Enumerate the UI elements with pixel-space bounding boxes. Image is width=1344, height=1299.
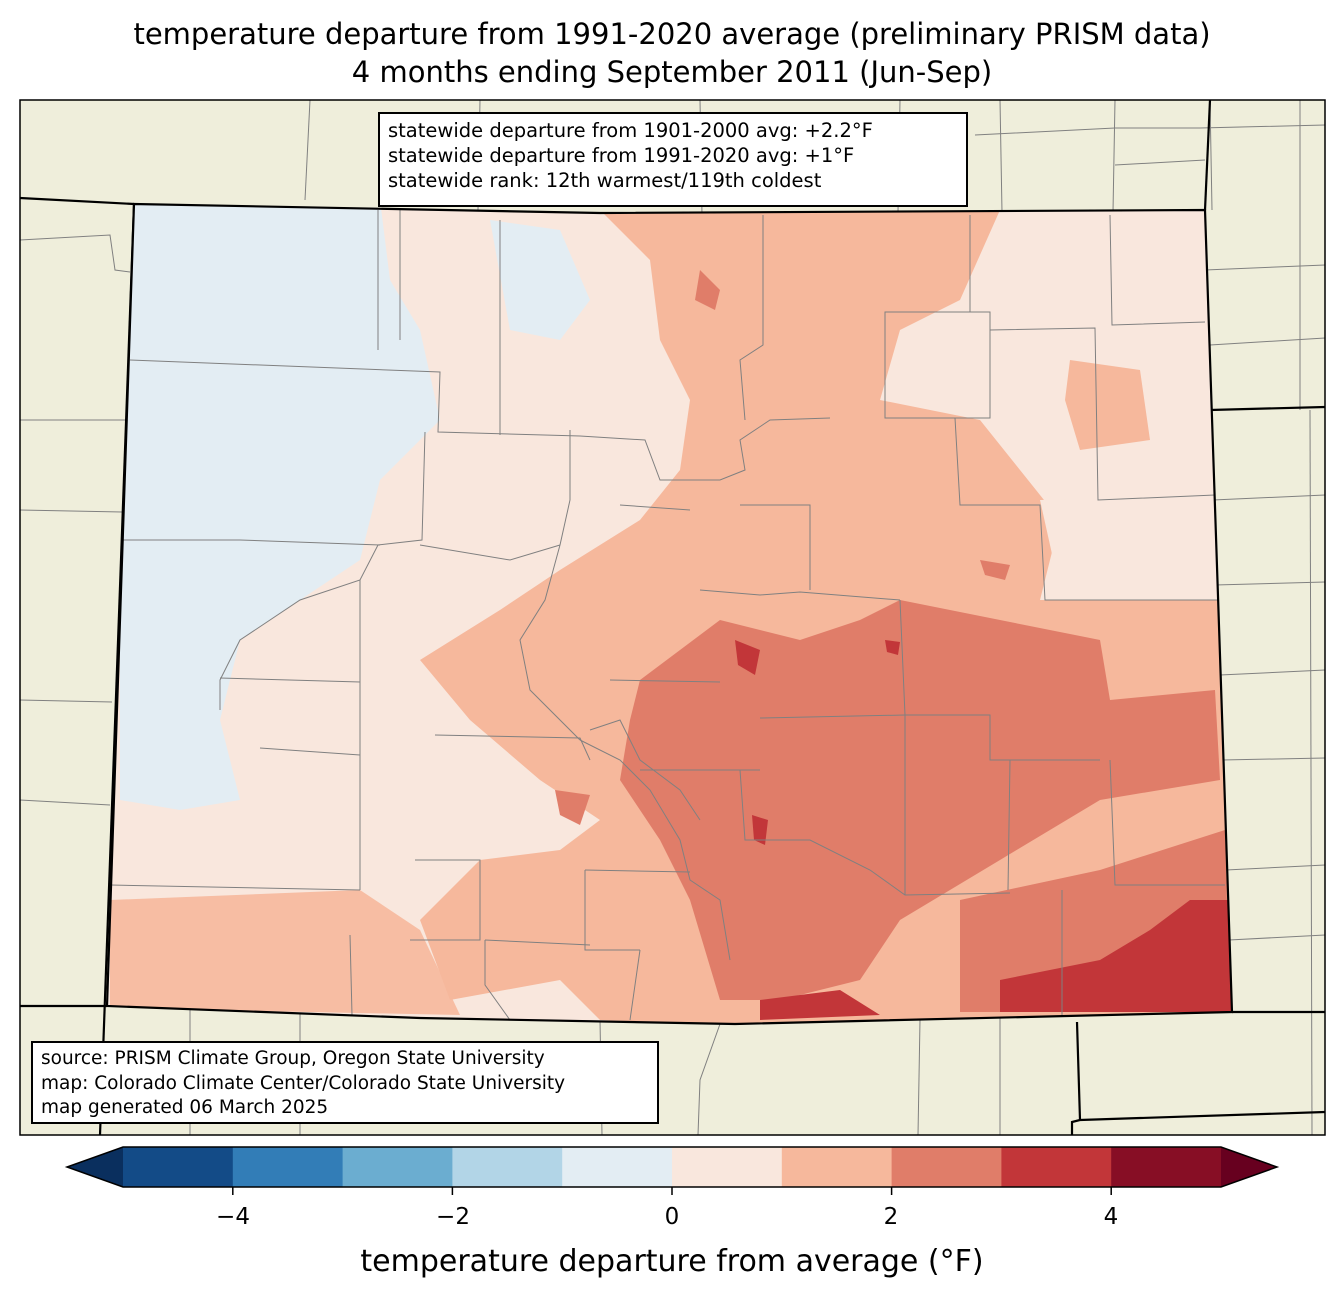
colorbar-bin — [891, 1147, 1002, 1187]
colorbar-bin — [232, 1147, 344, 1187]
colorbar-tick-label: 2 — [883, 1204, 899, 1230]
colorbar-bin — [1001, 1147, 1112, 1187]
colorbar-bin — [342, 1147, 453, 1187]
stats-line-1901-2000: statewide departure from 1901-2000 avg: … — [388, 119, 873, 142]
colorbar-tick-label: −4 — [216, 1204, 250, 1230]
map-title: temperature departure from 1991-2020 ave… — [133, 17, 1211, 51]
colorbar-bin — [672, 1147, 783, 1187]
source-box: source: PRISM Climate Group, Oregon Stat… — [31, 1041, 659, 1124]
colorado-border — [105, 202, 1234, 1026]
source-line-map: map: Colorado Climate Center/Colorado St… — [41, 1072, 566, 1094]
colorbar-bin — [781, 1147, 893, 1187]
colorbar-bin — [1111, 1147, 1222, 1187]
colorbar-tick-label: 0 — [664, 1204, 680, 1230]
colorbar-bin — [123, 1147, 234, 1187]
colorbar-bin — [562, 1147, 673, 1187]
map-frame — [19, 99, 1326, 1136]
stats-line-1991-2020: statewide departure from 1991-2020 avg: … — [388, 144, 855, 167]
stats-line-rank: statewide rank: 12th warmest/119th colde… — [388, 169, 822, 192]
colorado-departure-field — [107, 204, 1232, 1024]
colorbar-tick-label: −2 — [436, 1204, 470, 1230]
colorbar-over-arrow — [1221, 1147, 1277, 1187]
colorbar-outline — [64, 1146, 1280, 1188]
map-subtitle: 4 months ending September 2011 (Jun-Sep) — [351, 55, 993, 89]
colorbar-tick-label: 4 — [1103, 1204, 1119, 1230]
colorbar-under-arrow — [67, 1147, 123, 1187]
source-line-generated: map generated 06 March 2025 — [41, 1097, 329, 1118]
colorbar — [64, 1146, 1280, 1188]
colorbar-ticks — [232, 1187, 1112, 1195]
source-line-prism: source: PRISM Climate Group, Oregon Stat… — [41, 1048, 545, 1069]
statewide-stats-box: statewide departure from 1901-2000 avg: … — [378, 112, 968, 207]
colorbar-label: temperature departure from average (°F) — [360, 1244, 984, 1279]
colorbar-bin — [452, 1147, 563, 1187]
